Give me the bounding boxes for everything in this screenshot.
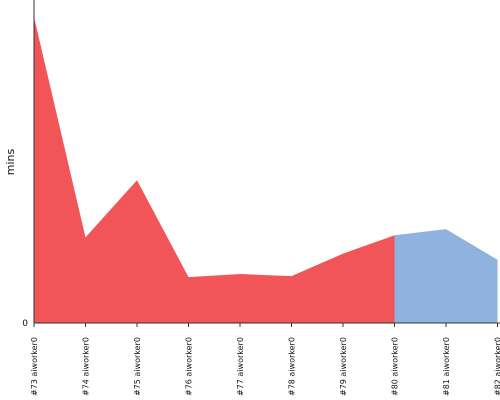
x-tick-layer: #73 aiworker0 #74 aiworker0 #75 aiworker0 #… — [30, 323, 500, 396]
x-tick-label: #73 aiworker0 — [30, 337, 39, 396]
y-tick-label-0: 0 — [22, 319, 28, 329]
series-layer — [34, 17, 498, 323]
x-tick-label: #78 aiworker0 — [288, 337, 297, 396]
series-area-0 — [34, 17, 395, 323]
x-tick-label: #77 aiworker0 — [236, 337, 245, 396]
y-axis-label: mins — [4, 148, 17, 175]
axes-layer: 0 mins — [4, 0, 500, 329]
series-area-1 — [394, 229, 498, 323]
x-tick-label: #75 aiworker0 — [133, 337, 142, 396]
x-tick-label: #74 aiworker0 — [82, 337, 91, 396]
x-tick-label: #81 aiworker0 — [442, 337, 451, 396]
x-tick-label: #76 aiworker0 — [185, 337, 194, 396]
x-tick-label: #82 aiworker0 — [494, 337, 500, 396]
x-tick-label: #80 aiworker0 — [391, 337, 400, 396]
x-tick-label: #79 aiworker0 — [339, 337, 348, 396]
